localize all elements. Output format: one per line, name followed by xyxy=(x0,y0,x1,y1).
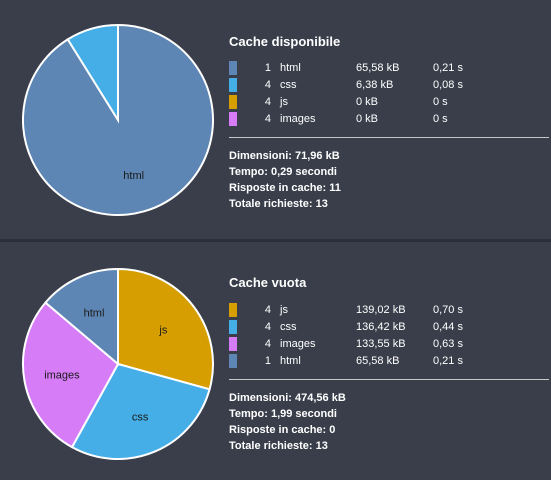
stat-cached-responses: Risposte in cache: 0 xyxy=(229,424,336,436)
legend-time: 0,63 s xyxy=(433,338,463,350)
cached-stats: Dimensioni: 71,96 kB Tempo: 0,29 secondi… xyxy=(229,148,341,212)
pie-label-html: html xyxy=(123,170,144,182)
legend-name: images xyxy=(280,113,316,125)
legend-swatch-js xyxy=(229,95,237,109)
legend-time: 0,21 s xyxy=(433,62,463,74)
cached-divider xyxy=(229,137,549,138)
empty-cache-stats: Dimensioni: 474,56 kB Tempo: 1,99 second… xyxy=(229,390,346,454)
stat-total-requests: Totale richieste: 13 xyxy=(229,198,328,210)
stat-time: Tempo: 0,29 secondi xyxy=(229,166,337,178)
pie-label-js: js xyxy=(158,324,167,336)
legend-row-images: 4 images 0 kB 0 s xyxy=(229,111,549,128)
panel-separator xyxy=(0,239,551,242)
legend-swatch-html xyxy=(229,61,237,75)
legend-count: 4 xyxy=(264,79,271,91)
legend-row-css: 4 css 136,42 kB 0,44 s xyxy=(229,319,549,336)
legend-size: 65,58 kB xyxy=(356,355,400,367)
legend-name: js xyxy=(280,304,288,316)
legend-count: 1 xyxy=(264,355,271,367)
legend-size: 6,38 kB xyxy=(356,79,394,91)
pie-slice-css xyxy=(66,23,119,124)
pie-label-css: css xyxy=(132,412,149,424)
legend-time: 0 s xyxy=(433,96,448,108)
pie-slice-js xyxy=(117,267,214,391)
legend-count: 4 xyxy=(264,321,271,333)
empty-cache-legend: 4 js 139,02 kB 0,70 s 4 css 136,42 kB 0,… xyxy=(229,302,549,370)
legend-row-images: 4 images 133,55 kB 0,63 s xyxy=(229,336,549,353)
legend-time: 0,70 s xyxy=(433,304,463,316)
legend-time: 0,21 s xyxy=(433,355,463,367)
legend-size: 65,58 kB xyxy=(356,62,400,74)
legend-name: html xyxy=(280,355,301,367)
legend-name: css xyxy=(280,79,297,91)
legend-size: 0 kB xyxy=(356,113,379,125)
empty-cache-divider xyxy=(229,379,549,380)
cached-title: Cache disponibile xyxy=(229,34,341,49)
stat-size: Dimensioni: 474,56 kB xyxy=(229,392,346,404)
legend-swatch-images xyxy=(229,112,237,126)
legend-name: images xyxy=(280,338,316,350)
pie-slice-images xyxy=(22,301,120,449)
cached-legend: 1 html 65,58 kB 0,21 s 4 css 6,38 kB 0,0… xyxy=(229,60,549,128)
stat-total-requests: Totale richieste: 13 xyxy=(229,440,328,452)
legend-size: 139,02 kB xyxy=(356,304,406,316)
pie-label-images: images xyxy=(44,369,80,381)
legend-swatch-html xyxy=(229,354,237,368)
legend-row-js: 4 js 0 kB 0 s xyxy=(229,94,549,111)
legend-time: 0,08 s xyxy=(433,79,463,91)
stat-cached-responses: Risposte in cache: 11 xyxy=(229,182,341,194)
legend-count: 4 xyxy=(264,338,271,350)
legend-name: js xyxy=(280,96,288,108)
legend-count: 1 xyxy=(264,62,271,74)
empty-cache-title: Cache vuota xyxy=(229,275,307,290)
legend-swatch-images xyxy=(229,337,237,351)
pie-label-html: html xyxy=(84,307,105,319)
legend-row-css: 4 css 6,38 kB 0,08 s xyxy=(229,77,549,94)
cached-pie-chart: html xyxy=(22,23,214,216)
empty-cache-panel: js css images html xyxy=(0,242,551,480)
legend-row-html: 1 html 65,58 kB 0,21 s xyxy=(229,60,549,77)
pie-slice-css xyxy=(70,362,211,460)
legend-name: css xyxy=(280,321,297,333)
legend-swatch-js xyxy=(229,303,237,317)
legend-name: html xyxy=(280,62,301,74)
legend-time: 0,44 s xyxy=(433,321,463,333)
legend-swatch-css xyxy=(229,320,237,334)
legend-size: 133,55 kB xyxy=(356,338,406,350)
stat-size: Dimensioni: 71,96 kB xyxy=(229,150,340,162)
legend-size: 136,42 kB xyxy=(356,321,406,333)
legend-row-html: 1 html 65,58 kB 0,21 s xyxy=(229,353,549,370)
legend-count: 4 xyxy=(264,113,271,125)
legend-count: 4 xyxy=(264,96,271,108)
legend-size: 0 kB xyxy=(356,96,379,108)
cached-panel: html Cache disponibile 1 html 65,58 kB 0… xyxy=(0,0,551,239)
empty-cache-pie-chart: js css images html xyxy=(22,267,214,460)
pie-slice-html xyxy=(44,267,119,367)
legend-row-js: 4 js 139,02 kB 0,70 s xyxy=(229,302,549,319)
legend-time: 0 s xyxy=(433,113,448,125)
stat-time: Tempo: 1,99 secondi xyxy=(229,408,337,420)
legend-count: 4 xyxy=(264,304,271,316)
legend-swatch-css xyxy=(229,78,237,92)
